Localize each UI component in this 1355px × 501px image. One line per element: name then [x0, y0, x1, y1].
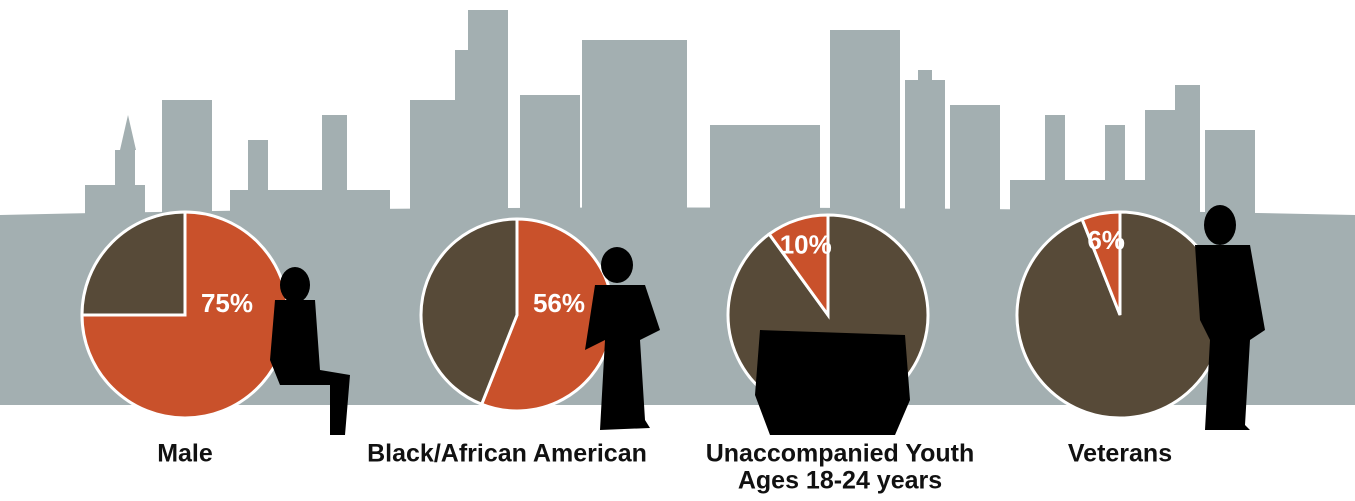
chart-title: Ages 18-24 years — [738, 467, 942, 495]
pie-slice — [767, 213, 830, 320]
value-label: 6% — [1087, 225, 1125, 255]
silhouettes — [270, 205, 1265, 435]
chart-title: Male — [157, 440, 213, 468]
value-label: 56% — [533, 288, 585, 318]
pie-slice — [419, 217, 519, 407]
chart-title: Veterans — [1068, 440, 1172, 468]
chart-title: Unaccompanied Youth — [706, 440, 975, 468]
pie-slice — [1080, 210, 1122, 316]
pie-slice — [80, 210, 290, 420]
skyline — [0, 10, 1355, 405]
chart-title: Black/African American — [367, 440, 647, 468]
value-label: 75% — [201, 288, 253, 318]
pie-slice — [80, 210, 187, 317]
value-label: 10% — [780, 229, 832, 259]
